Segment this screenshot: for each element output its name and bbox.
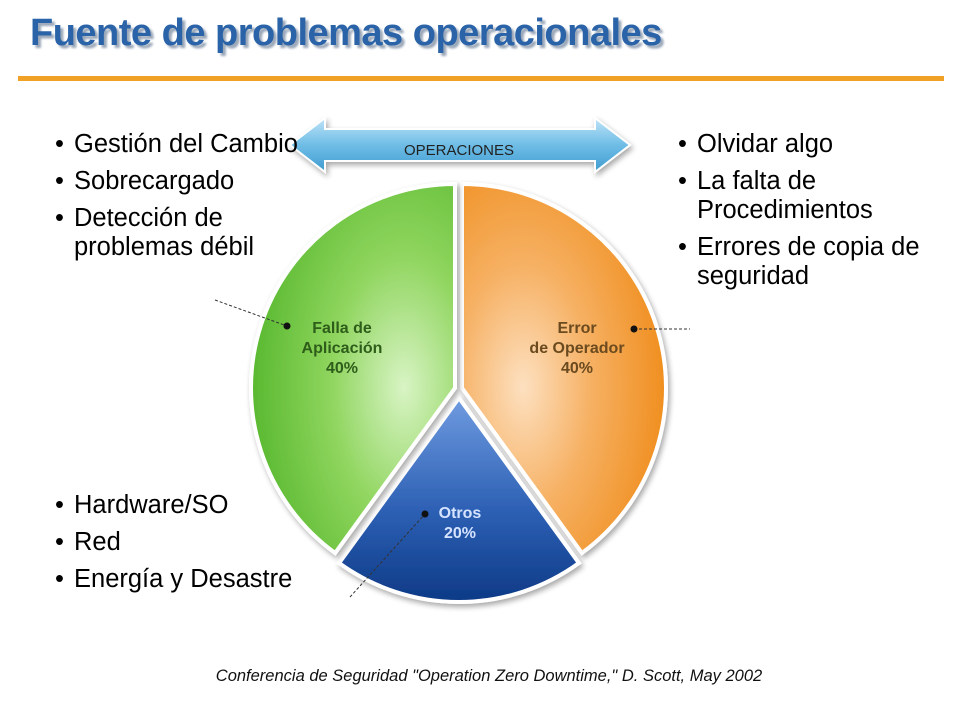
slice-label: Error de Operador 40% — [529, 320, 624, 377]
leader-dot — [421, 510, 429, 518]
operations-arrow — [288, 115, 632, 175]
bullet-item: Hardware/SO — [55, 491, 375, 520]
source-citation: Conferencia de Seguridad "Operation Zero… — [215, 667, 763, 685]
operations-arrow-label: OPERACIONES — [404, 142, 514, 159]
slice-label: Otros 20% — [439, 505, 482, 542]
bullet-item: Olvidar algo — [678, 130, 958, 159]
leader-dot — [630, 325, 638, 333]
application-failure-causes: Gestión del Cambio Sobrecargado Detecció… — [55, 130, 315, 270]
slice-label: Falla de Aplicación 40% — [302, 320, 383, 377]
leader-line — [349, 513, 426, 598]
bullet-item: Detección de problemas débil — [55, 204, 315, 262]
bullet-item: Gestión del Cambio — [55, 130, 315, 159]
bullet-item: Sobrecargado — [55, 167, 315, 196]
operator-error-causes: Olvidar algo La falta de Procedimientos … — [678, 130, 958, 299]
bullet-item: La falta de Procedimientos — [678, 167, 958, 225]
other-causes: Hardware/SO Red Energía y Desastre — [55, 491, 375, 602]
leader-dot — [283, 322, 291, 330]
bullet-item: Errores de copia de seguridad — [678, 233, 958, 291]
bullet-item: Energía y Desastre — [55, 565, 375, 594]
page-title: Fuente de problemas operacionales — [30, 12, 662, 54]
bullet-item: Red — [55, 528, 375, 557]
slice-error-operador — [460, 181, 668, 556]
leader-line — [214, 299, 288, 327]
title-underline — [18, 76, 944, 81]
